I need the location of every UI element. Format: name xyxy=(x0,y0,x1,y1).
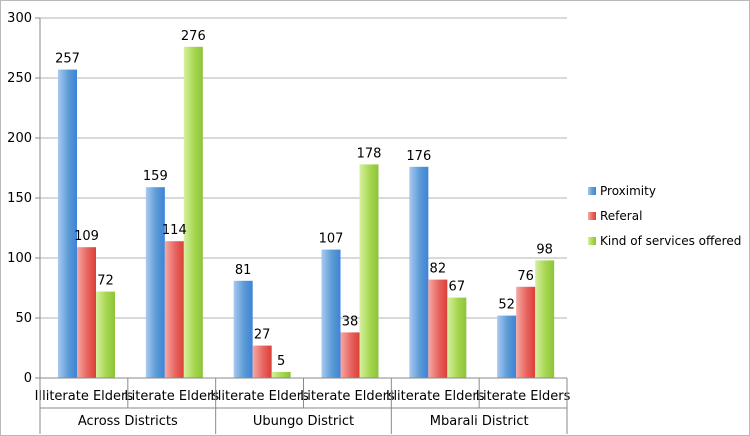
group-label: Ubungo District xyxy=(253,414,354,429)
bars xyxy=(58,46,555,379)
group-label: Mbarali District xyxy=(430,414,529,429)
bar xyxy=(183,46,203,379)
data-label: 67 xyxy=(449,280,466,295)
legend-label: Kind of services offered xyxy=(600,234,741,248)
legend-swatch xyxy=(588,212,596,220)
data-label: 72 xyxy=(97,274,114,289)
data-label: 81 xyxy=(235,263,252,278)
bar xyxy=(271,372,291,378)
bar xyxy=(516,286,536,378)
legend: Proximity Referal Kind of services offered xyxy=(588,184,741,248)
data-label: 276 xyxy=(181,29,206,44)
bar xyxy=(447,297,467,378)
x-tick-label: Illiterate Elders xyxy=(35,389,134,404)
y-tick-label: 200 xyxy=(7,131,32,146)
y-tick-label: 150 xyxy=(7,191,32,206)
bar xyxy=(252,345,272,378)
bar xyxy=(340,332,360,378)
data-label: 107 xyxy=(319,232,344,247)
data-label: 27 xyxy=(254,328,271,343)
bar xyxy=(535,260,555,378)
data-label: 52 xyxy=(498,298,515,313)
bar xyxy=(497,315,517,378)
y-tick-label: 300 xyxy=(7,11,32,26)
y-axis: 0 50 100 150 200 250 300 xyxy=(7,11,41,386)
bar xyxy=(359,164,379,378)
gridlines xyxy=(40,17,567,379)
bar xyxy=(428,279,448,378)
data-label: 178 xyxy=(357,146,382,161)
bar xyxy=(58,69,77,378)
data-label: 38 xyxy=(342,314,359,329)
bar xyxy=(96,291,115,378)
x-tick-label: Literate Elders xyxy=(124,389,219,404)
bar xyxy=(164,241,184,378)
y-tick-label: 100 xyxy=(7,251,32,266)
legend-label: Referal xyxy=(600,209,642,223)
x-tick-label: Illiterate Elders xyxy=(386,389,485,404)
data-label: 5 xyxy=(277,354,285,369)
bar xyxy=(145,187,165,378)
y-tick-label: 250 xyxy=(7,71,32,86)
bar xyxy=(409,166,429,378)
bar xyxy=(321,249,341,378)
y-tick-label: 0 xyxy=(24,371,32,386)
legend-swatch xyxy=(588,237,596,245)
data-label: 257 xyxy=(55,52,80,67)
x-tick-label: Literate Elders xyxy=(476,389,571,404)
legend-swatch xyxy=(588,187,596,195)
legend-label: Proximity xyxy=(600,184,656,198)
group-label: Across Districts xyxy=(78,414,178,429)
data-label: 114 xyxy=(162,223,187,238)
x-tick-label: Literate Elders xyxy=(300,389,395,404)
data-labels: 257 159 81 107 176 52 109 114 27 38 82 76 72 276 5 178 6… xyxy=(55,29,553,369)
x-tick-label: Illiterate Elders xyxy=(210,389,309,404)
data-label: 109 xyxy=(74,229,99,244)
data-label: 176 xyxy=(406,149,431,164)
data-label: 76 xyxy=(517,269,534,284)
data-label: 98 xyxy=(536,242,553,257)
data-label: 159 xyxy=(143,169,168,184)
y-tick-label: 50 xyxy=(15,311,32,326)
data-label: 82 xyxy=(430,262,447,277)
bar xyxy=(77,247,96,378)
bar xyxy=(233,280,253,378)
